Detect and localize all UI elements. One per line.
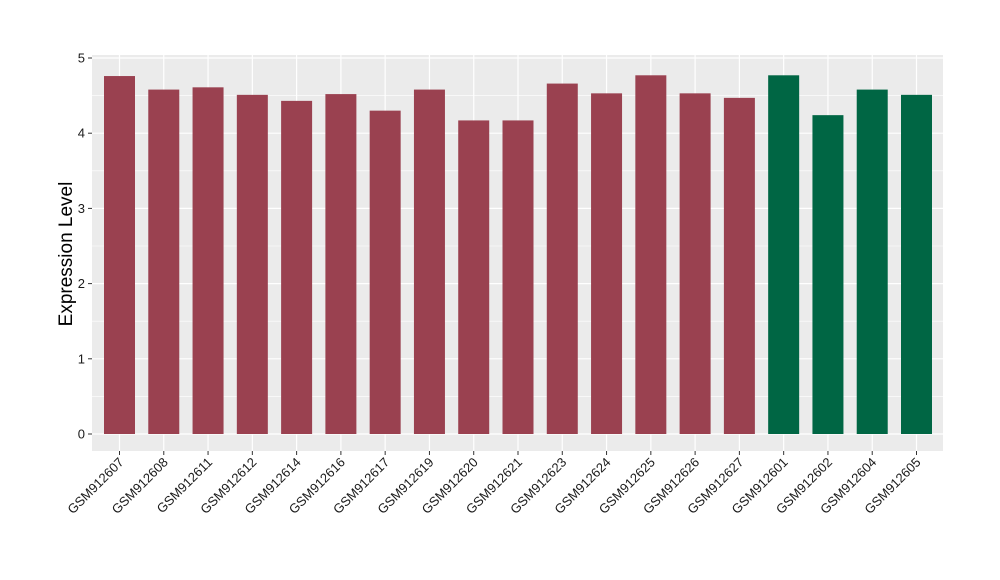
bar-GSM912626 <box>679 93 711 435</box>
bar-GSM912601 <box>768 75 800 435</box>
y-tick-label: 1 <box>78 351 85 366</box>
y-axis-title: Expression Level <box>56 182 77 327</box>
bar-GSM912621 <box>502 120 534 434</box>
y-tick-label: 2 <box>78 276 85 291</box>
bar-GSM912624 <box>591 93 623 435</box>
y-tick-label: 5 <box>78 51 85 66</box>
bar-GSM912623 <box>546 83 578 435</box>
y-axis: 0 1 2 3 4 5 <box>78 51 92 442</box>
bar-GSM912611 <box>192 87 224 434</box>
y-tick-label: 3 <box>78 201 85 216</box>
bar-GSM912620 <box>458 120 490 434</box>
bar-GSM912612 <box>236 94 268 435</box>
x-axis: GSM912607GSM912608GSM912611GSM912612GSM9… <box>64 451 924 517</box>
y-tick-label: 4 <box>78 126 85 141</box>
bar-GSM912608 <box>148 89 180 435</box>
bar-GSM912614 <box>281 100 313 434</box>
bar-GSM912619 <box>413 89 445 435</box>
bar-GSM912625 <box>635 75 667 435</box>
bar-GSM912627 <box>723 97 755 434</box>
bar-GSM912602 <box>812 115 844 434</box>
bar-GSM912605 <box>901 94 932 435</box>
bars <box>104 75 932 435</box>
bar-GSM912617 <box>369 110 401 434</box>
bar-GSM912607 <box>104 76 135 434</box>
bar-GSM912604 <box>856 89 888 435</box>
bar-GSM912616 <box>325 94 357 434</box>
y-tick-label: 0 <box>78 427 85 442</box>
